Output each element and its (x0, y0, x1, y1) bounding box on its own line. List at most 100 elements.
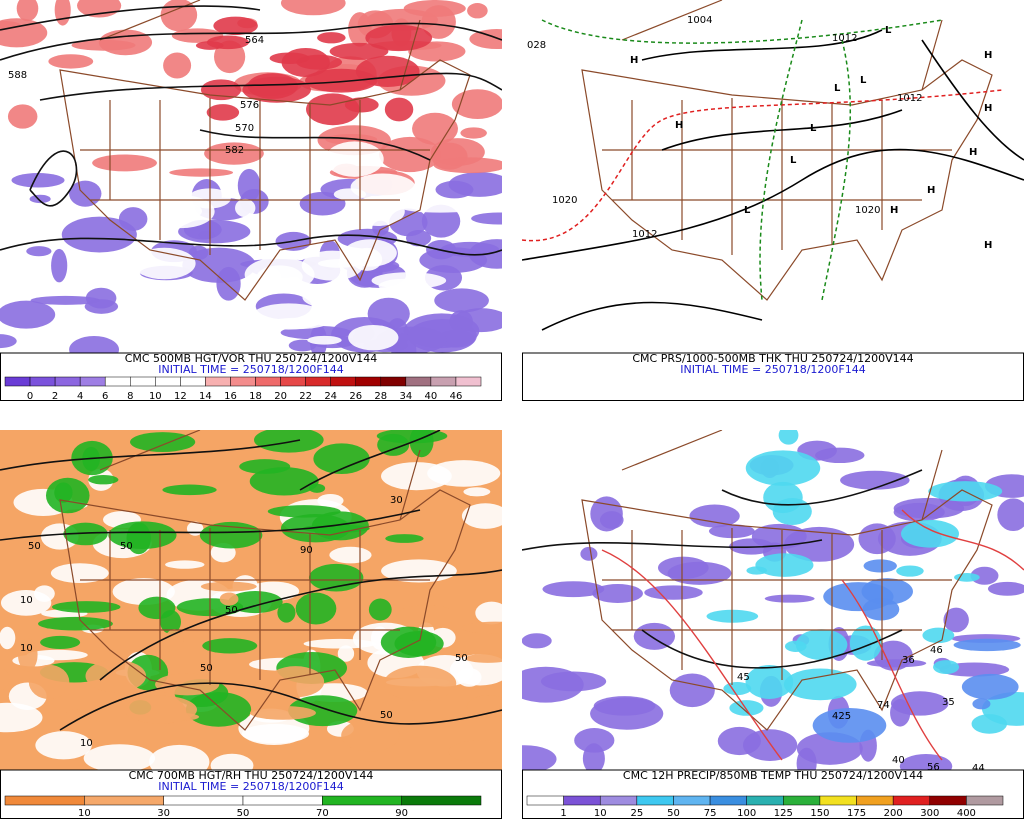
shaded-area (147, 310, 170, 326)
colorbar-box (599, 795, 638, 806)
shaded-area (38, 616, 113, 631)
shaded-area (213, 16, 258, 36)
thickness-contour (541, 19, 943, 44)
shaded-area (542, 581, 605, 598)
shaded-area (219, 592, 239, 606)
colorbar-label: 2 (52, 391, 58, 402)
contour-label: 10 (20, 643, 33, 654)
map-background (522, 0, 1024, 353)
shaded-area (98, 29, 153, 56)
colorbar-box (230, 376, 256, 387)
shaded-area (574, 728, 615, 753)
shaded-area (288, 695, 358, 727)
shaded-area (0, 300, 56, 329)
shaded-area (402, 203, 479, 213)
contour (59, 682, 502, 731)
shaded-area (862, 598, 900, 621)
shaded-area (77, 0, 122, 18)
colorbar-box (856, 795, 894, 806)
colorbar-box (355, 376, 382, 387)
shaded-area (745, 450, 821, 486)
shaded-area (406, 229, 432, 247)
shaded-area (249, 706, 316, 720)
shaded-area (169, 168, 234, 177)
shaded-area (755, 553, 814, 577)
shaded-area (45, 477, 90, 514)
colorbar-box (280, 376, 306, 387)
colorbar-label: 70 (316, 808, 329, 819)
colorbar-box (380, 376, 407, 387)
colorbar-label: 30 (157, 808, 170, 819)
contour-label: 570 (235, 123, 254, 134)
map: 44 56 40 74 45 425 35 46 36 (522, 430, 1024, 770)
shaded-area (182, 247, 256, 283)
shaded-area (644, 585, 703, 600)
contour (0, 509, 421, 541)
contour-label: 50 (120, 541, 133, 552)
high-pressure-label: H (927, 185, 935, 196)
shaded-area (26, 246, 52, 257)
colorbar-label: 10 (149, 391, 162, 402)
shaded-area (61, 216, 137, 253)
panel: 44 56 40 74 45 425 35 46 36 CMC 12H PRECIP/850MB … (522, 430, 1024, 819)
colorbar-label: 22 (299, 391, 312, 402)
shaded-area (863, 559, 897, 573)
high-pressure-label: H (984, 240, 992, 251)
shaded-area (461, 503, 502, 529)
contour (541, 301, 763, 331)
high-pressure-label: H (984, 103, 992, 114)
shaded-area (742, 729, 798, 761)
shaded-area (460, 127, 487, 139)
colorbar-label: 12 (174, 391, 187, 402)
shaded-area (85, 659, 147, 693)
contour-label: 582 (225, 145, 244, 156)
contour-label: 35 (942, 697, 955, 708)
shaded-area (901, 519, 959, 548)
shaded-area (657, 556, 709, 579)
shaded-area (896, 565, 924, 577)
shaded-area (163, 52, 192, 79)
shaded-area (130, 432, 196, 452)
colorbar-box (405, 376, 432, 387)
shaded-area (206, 104, 240, 121)
shaded-area (165, 629, 184, 651)
shaded-area (689, 504, 740, 528)
colorbar-box (305, 376, 331, 387)
panel: 10 10 10 50 50 50 50 50 50 90 30 CMC 700MB HGT/RH T… (0, 430, 502, 819)
shaded-area (522, 633, 552, 649)
colorbar-label: 50 (237, 808, 250, 819)
shaded-area (468, 239, 502, 269)
colorbar-label: 14 (199, 391, 212, 402)
contour (921, 39, 1024, 161)
colorbar-box (966, 795, 1004, 806)
shaded-area (85, 287, 117, 309)
shaded-area (138, 596, 176, 620)
shaded-area (206, 35, 250, 50)
shaded-area (351, 196, 405, 226)
colorbar-box (455, 376, 482, 387)
high-pressure-label: H (969, 147, 977, 158)
initial-time: INITIAL TIME = 250718/1200F144 (680, 363, 865, 376)
shaded-area (210, 753, 254, 770)
colorbar-label: 28 (374, 391, 387, 402)
shaded-area (970, 566, 999, 585)
shaded-area (943, 607, 969, 633)
shaded-area (0, 626, 16, 650)
shaded-area (434, 288, 489, 313)
colorbar-label: 20 (274, 391, 287, 402)
shaded-area (317, 32, 346, 44)
colorbar-label: 10 (78, 808, 91, 819)
contour (0, 22, 502, 61)
shaded-area (0, 668, 10, 690)
shaded-area (313, 443, 370, 475)
shaded-area (0, 702, 43, 733)
shaded-area (421, 204, 461, 238)
colorbar-box (401, 795, 482, 806)
colorbar-box (819, 795, 857, 806)
colorbar-label: 90 (395, 808, 408, 819)
colorbar-box (4, 795, 85, 806)
shaded-area (463, 487, 491, 497)
contour (29, 150, 78, 207)
shaded-area (409, 430, 434, 458)
